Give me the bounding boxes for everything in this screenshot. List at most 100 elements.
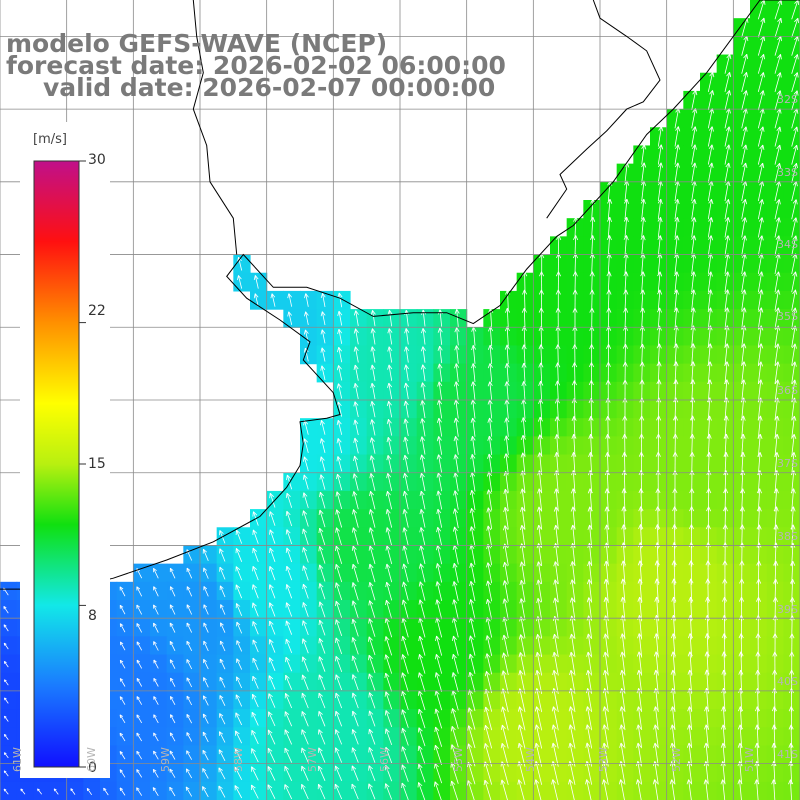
wind-speed-cell (166, 654, 184, 674)
wind-speed-cell (716, 654, 734, 674)
wind-speed-cell (466, 563, 484, 583)
wind-arrow (386, 400, 393, 418)
wind-speed-cell (600, 618, 618, 637)
wind-speed-cell (733, 454, 751, 474)
wind-arrow (586, 597, 593, 621)
wind-arrow (368, 527, 376, 546)
wind-arrow (757, 54, 765, 74)
wind-speed-cell (133, 763, 151, 783)
wind-speed-cell (766, 218, 784, 237)
wind-arrow (302, 547, 309, 563)
wind-speed-cell (766, 127, 784, 147)
wind-arrow (319, 438, 326, 453)
wind-speed-cell (383, 509, 401, 528)
wind-speed-cell (333, 672, 351, 692)
wind-arrow (470, 454, 476, 474)
wind-arrow (690, 289, 696, 311)
wind-speed-cell (216, 727, 234, 747)
wind-speed-cell (500, 345, 518, 365)
wind-arrow (536, 561, 543, 585)
wind-speed-cell (66, 781, 84, 800)
wind-speed-cell (766, 254, 784, 274)
wind-speed-cell (0, 618, 18, 637)
wind-speed-cell (166, 563, 184, 583)
wind-arrow (790, 524, 796, 548)
wind-speed-cell (233, 745, 251, 765)
wind-speed-cell (683, 309, 701, 328)
wind-speed-cell (616, 581, 634, 601)
wind-speed-cell (133, 563, 151, 583)
wind-arrow (369, 437, 376, 454)
wind-arrow (504, 399, 510, 419)
wind-speed-cell (750, 381, 768, 401)
wind-speed-cell (416, 709, 434, 728)
wind-arrow (403, 454, 409, 473)
wind-arrow (674, 235, 680, 256)
wind-arrow (570, 488, 576, 512)
wind-speed-cell (716, 145, 734, 165)
wind-speed-cell (616, 236, 634, 256)
wind-speed-cell (150, 618, 168, 637)
wind-speed-cell (416, 545, 434, 565)
wind-speed-cell (250, 763, 268, 783)
wind-arrow (385, 545, 393, 565)
wind-speed-cell (233, 581, 251, 601)
wind-speed-cell (350, 400, 368, 419)
wind-speed-cell (766, 236, 784, 256)
wind-arrow (553, 561, 559, 585)
wind-speed-cell (383, 418, 401, 437)
wind-arrow (504, 344, 510, 365)
wind-arrow (537, 488, 543, 512)
wind-speed-cell (716, 218, 734, 237)
wind-speed-cell (366, 709, 384, 728)
wind-speed-cell (200, 690, 218, 710)
lat-label: 41S (777, 748, 798, 761)
wind-arrow (302, 602, 309, 617)
wind-speed-cell (433, 327, 451, 347)
wind-speed-cell (500, 418, 518, 437)
wind-speed-cell (283, 618, 301, 637)
wind-speed-cell (300, 527, 318, 547)
wind-speed-cell (633, 272, 651, 292)
wind-arrow (723, 415, 729, 439)
wind-speed-cell (283, 636, 301, 656)
wind-speed-cell (700, 781, 718, 800)
wind-speed-cell (483, 763, 501, 783)
wind-arrow (535, 633, 543, 658)
wind-speed-cell (666, 654, 684, 674)
wind-speed-cell (200, 763, 218, 783)
wind-arrow (454, 363, 460, 383)
wind-speed-cell (633, 727, 651, 747)
wind-arrow (757, 415, 763, 439)
wind-speed-cell (300, 618, 318, 637)
wind-arrow (555, 271, 561, 292)
wind-speed-cell (333, 636, 351, 656)
wind-speed-cell (450, 545, 468, 565)
lon-label: 54W (524, 747, 537, 772)
wind-speed-cell (733, 54, 751, 74)
wind-speed-cell (583, 472, 601, 492)
wind-speed-cell (500, 309, 518, 328)
wind-speed-cell (133, 636, 151, 656)
wind-arrow (757, 90, 765, 111)
wind-arrow (153, 677, 159, 687)
wind-speed-cell (700, 709, 718, 728)
wind-speed-cell (566, 509, 584, 528)
wind-arrow (724, 343, 730, 366)
wind-arrow (707, 235, 714, 256)
wind-arrow (153, 586, 159, 597)
wind-arrow (3, 606, 9, 614)
wind-speed-cell (316, 345, 334, 365)
wind-speed-cell (300, 290, 318, 310)
wind-speed-cell (466, 436, 484, 456)
wind-speed-cell (750, 781, 768, 800)
wind-arrow (437, 363, 443, 382)
wind-speed-cell (166, 745, 184, 765)
wind-arrow (653, 651, 659, 676)
wind-speed-cell (733, 400, 751, 419)
wind-speed-cell (116, 654, 134, 674)
wind-speed-cell (633, 472, 651, 492)
wind-arrow (186, 677, 193, 688)
